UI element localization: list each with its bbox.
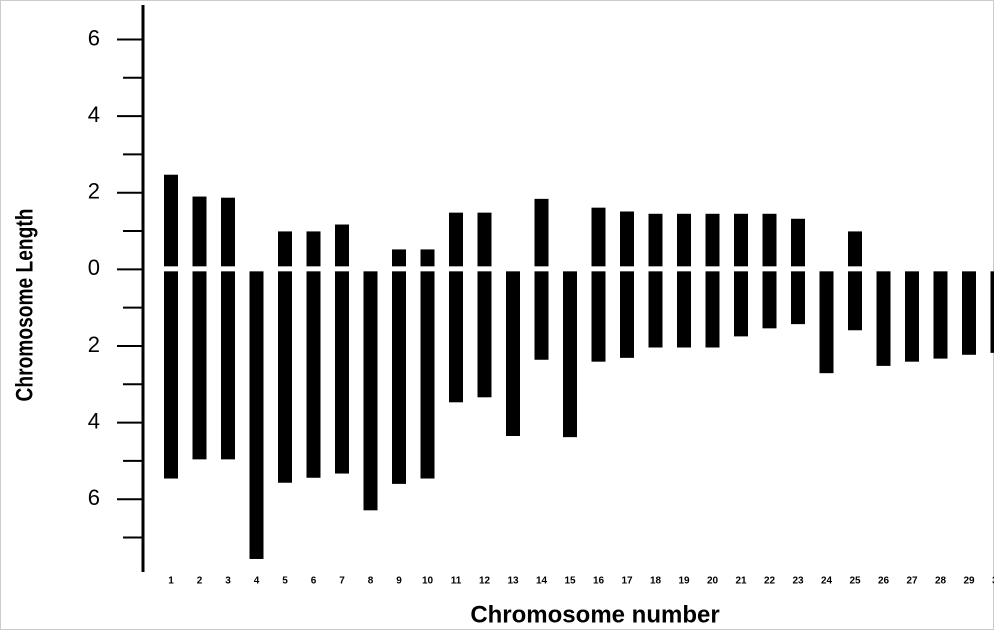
- chromosome-arm: [591, 207, 606, 267]
- chromosome-arm: [848, 271, 862, 331]
- chromosome-arm: [392, 271, 406, 484]
- x-tick-label: 12: [479, 576, 491, 587]
- chromosome-arm: [734, 213, 748, 267]
- chromosome-arm: [620, 211, 634, 267]
- x-tick-label: 17: [621, 576, 633, 587]
- chromosome-arm: [677, 213, 691, 267]
- chromosome-arm: [363, 271, 378, 511]
- x-axis-title: Chromosome number: [470, 601, 719, 628]
- chromosome-arm: [591, 271, 606, 362]
- x-tick-label: 15: [564, 576, 576, 587]
- chromosome-arm: [791, 271, 805, 325]
- chromosome-arm: [705, 213, 720, 267]
- y-tick-label: 6: [88, 25, 100, 50]
- chromosome-arm: [534, 271, 549, 360]
- x-tick-label: 14: [536, 576, 548, 587]
- x-tick-label: 27: [906, 576, 918, 587]
- y-tick-label: 0: [88, 255, 100, 280]
- x-tick-label: 18: [650, 576, 662, 587]
- x-tick-label: 11: [451, 576, 462, 587]
- x-tick-label: 25: [849, 576, 861, 587]
- chromosome-arm: [648, 213, 663, 267]
- x-tick-label: 23: [792, 576, 804, 587]
- chromosome-arm: [335, 271, 349, 474]
- chromosome-arm: [420, 271, 435, 479]
- chromosome-arm: [164, 271, 178, 479]
- chromosome-arm: [164, 174, 178, 267]
- y-tick-label: 2: [88, 179, 100, 204]
- chromosome-arm: [221, 271, 235, 460]
- x-tick-label: 29: [963, 576, 975, 587]
- chromosome-arm: [677, 271, 691, 348]
- x-tick-label: 19: [678, 576, 690, 587]
- x-tick-label: 2: [197, 576, 203, 587]
- chromosome-arm: [420, 249, 435, 267]
- chromosome-arm: [876, 271, 891, 366]
- chromosome-arm: [905, 271, 919, 362]
- chromosome-arm: [221, 197, 235, 267]
- x-tick-label: 1: [168, 576, 174, 587]
- chromosome-arm: [762, 271, 777, 329]
- chromosome-arm: [734, 271, 748, 337]
- chromosome-arm: [335, 224, 349, 267]
- chromosome-arm: [819, 271, 834, 374]
- chromosome-arm: [249, 271, 264, 559]
- chromosome-arm: [791, 218, 805, 267]
- chromosome-arm: [477, 271, 492, 398]
- chromosome-arm: [534, 198, 549, 267]
- chromosome-arm: [506, 271, 520, 436]
- x-tick-label: 13: [507, 576, 519, 587]
- chromosome-arm: [563, 271, 577, 438]
- x-tick-label: 26: [878, 576, 890, 587]
- chromosome-arm: [449, 212, 463, 267]
- chromosome-arm: [449, 271, 463, 403]
- y-axis-title: Chromosome Length: [10, 209, 38, 402]
- chromosome-arm: [278, 271, 292, 483]
- chromosome-arm: [306, 271, 321, 478]
- chromosome-arm: [705, 271, 720, 348]
- chromosome-arm: [620, 271, 634, 358]
- chromosome-arm: [648, 271, 663, 348]
- chromosome-arm: [933, 271, 948, 359]
- chromosome-arm: [192, 271, 207, 460]
- x-tick-label: 16: [593, 576, 605, 587]
- x-tick-label: 21: [735, 576, 747, 587]
- y-tick-label: 4: [88, 408, 100, 433]
- x-tick-label: 9: [396, 576, 402, 587]
- x-tick-label: 24: [821, 576, 833, 587]
- chromosome-arm: [306, 231, 321, 267]
- chromosome-arm: [762, 213, 777, 267]
- chromosome-arm: [990, 271, 994, 353]
- y-tick-label: 4: [88, 102, 100, 127]
- y-tick-label: 6: [88, 485, 100, 510]
- chromosome-arm: [392, 249, 406, 267]
- chromosome-arm: [477, 212, 492, 267]
- x-tick-label: 7: [339, 576, 345, 587]
- x-tick-label: 6: [311, 576, 317, 587]
- x-tick-label: 10: [422, 576, 434, 587]
- x-tick-label: 22: [764, 576, 776, 587]
- x-tick-label: 4: [254, 576, 260, 587]
- x-tick-label: 30: [992, 576, 994, 587]
- chromosome-arm: [278, 231, 292, 267]
- chromosome-arm: [962, 271, 976, 355]
- x-tick-label: 20: [707, 576, 719, 587]
- chromosome-arm: [192, 196, 207, 267]
- x-tick-label: 3: [225, 576, 231, 587]
- y-tick-label: 2: [88, 332, 100, 357]
- x-tick-label: 5: [282, 576, 288, 587]
- chromosome-arm: [848, 231, 862, 267]
- x-tick-label: 28: [935, 576, 947, 587]
- x-tick-label: 8: [368, 576, 374, 587]
